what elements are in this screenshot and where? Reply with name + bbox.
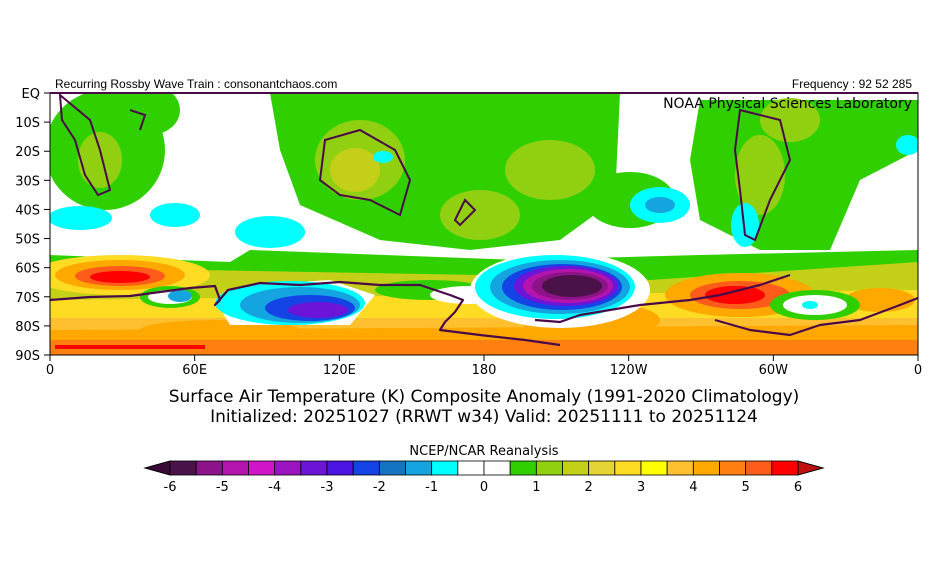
lon-label: 60E [182, 363, 207, 378]
colorbar-label: -5 [216, 480, 229, 495]
colorbar-swatch [614, 460, 642, 476]
colorbar-swatch [352, 460, 380, 476]
lat-label: 20S [15, 145, 40, 160]
colorbar-swatch [588, 460, 616, 476]
colorbar-swatch [300, 460, 328, 476]
lat-label: EQ [22, 87, 40, 102]
figure-title: Surface Air Temperature (K) Composite An… [169, 387, 800, 407]
colorbar-swatch [745, 460, 773, 476]
coastlines [50, 93, 918, 347]
colorbar-swatch [535, 460, 563, 476]
colorbar-swatch [562, 460, 590, 476]
colorbar-label: 4 [689, 480, 697, 495]
lon-label: 0 [46, 363, 54, 378]
colorbar-label: -6 [164, 480, 177, 495]
colorbar-label: 1 [532, 480, 540, 495]
lon-label: 60W [759, 363, 789, 378]
colorbar-over-arrow [797, 460, 825, 476]
colorbar-swatch [378, 460, 406, 476]
colorbar-label: 5 [742, 480, 750, 495]
colorbar-swatch [431, 460, 459, 476]
lon-label: 180 [472, 363, 497, 378]
map-field [50, 93, 918, 355]
colorbar-swatch [509, 460, 537, 476]
latitude-axis: EQ 10S 20S 30S 40S 50S 60S 70S 80S 90S [15, 87, 50, 364]
colorbar-label: 6 [794, 480, 802, 495]
colorbar-label: -3 [321, 480, 334, 495]
colorbar-swatch [248, 460, 276, 476]
colorbar-label: -2 [373, 480, 386, 495]
lon-label: 120E [323, 363, 356, 378]
colorbar-label: -4 [268, 480, 281, 495]
lat-label: 90S [15, 349, 40, 364]
colorbar-swatch [221, 460, 249, 476]
colorbar-under-arrow [143, 460, 171, 476]
warm-anomaly-blobs [50, 255, 915, 317]
colorbar-label: 0 [480, 480, 488, 495]
colorbar-swatch [405, 460, 433, 476]
colorbar: -6 -5 -4 -3 -2 -1 0 1 2 3 4 5 6 [143, 460, 825, 495]
colorbar-swatch [666, 460, 694, 476]
lat-label: 70S [15, 291, 40, 306]
colorbar-swatch [457, 460, 485, 476]
lat-label: 40S [15, 203, 40, 218]
colorbar-swatch [274, 460, 302, 476]
lon-label: 0 [914, 363, 922, 378]
lat-label: 10S [15, 116, 40, 131]
lat-label: 60S [15, 262, 40, 277]
colorbar-label: 2 [585, 480, 593, 495]
colorbar-swatch [719, 460, 747, 476]
lat-label: 80S [15, 320, 40, 335]
lab-credit: NOAA Physical Sciences Laboratory [663, 96, 912, 112]
lon-label: 120W [610, 363, 648, 378]
colorbar-label: -1 [425, 480, 438, 495]
colorbar-swatch [771, 460, 799, 476]
negative-anomaly-fields-north [50, 135, 918, 248]
colorbar-swatch [483, 460, 511, 476]
lat-label: 50S [15, 233, 40, 248]
colorbar-swatch [640, 460, 668, 476]
colorbar-swatch [169, 460, 197, 476]
figure-subtitle: Initialized: 20251027 (RRWT w34) Valid: … [210, 407, 758, 427]
colorbar-swatch [195, 460, 223, 476]
cold-anomaly-blobs [140, 252, 860, 328]
colorbar-swatch [326, 460, 354, 476]
colorbar-source: NCEP/NCAR Reanalysis [409, 444, 558, 459]
header-frequency: Frequency : 92 52 285 [792, 77, 912, 91]
header-source: Recurring Rossby Wave Train : consonantc… [55, 77, 337, 91]
lat-label: 30S [15, 174, 40, 189]
colorbar-swatch [692, 460, 720, 476]
longitude-axis: 0 60E 120E 180 120W 60W 0 [46, 355, 922, 378]
colorbar-label: 3 [637, 480, 645, 495]
